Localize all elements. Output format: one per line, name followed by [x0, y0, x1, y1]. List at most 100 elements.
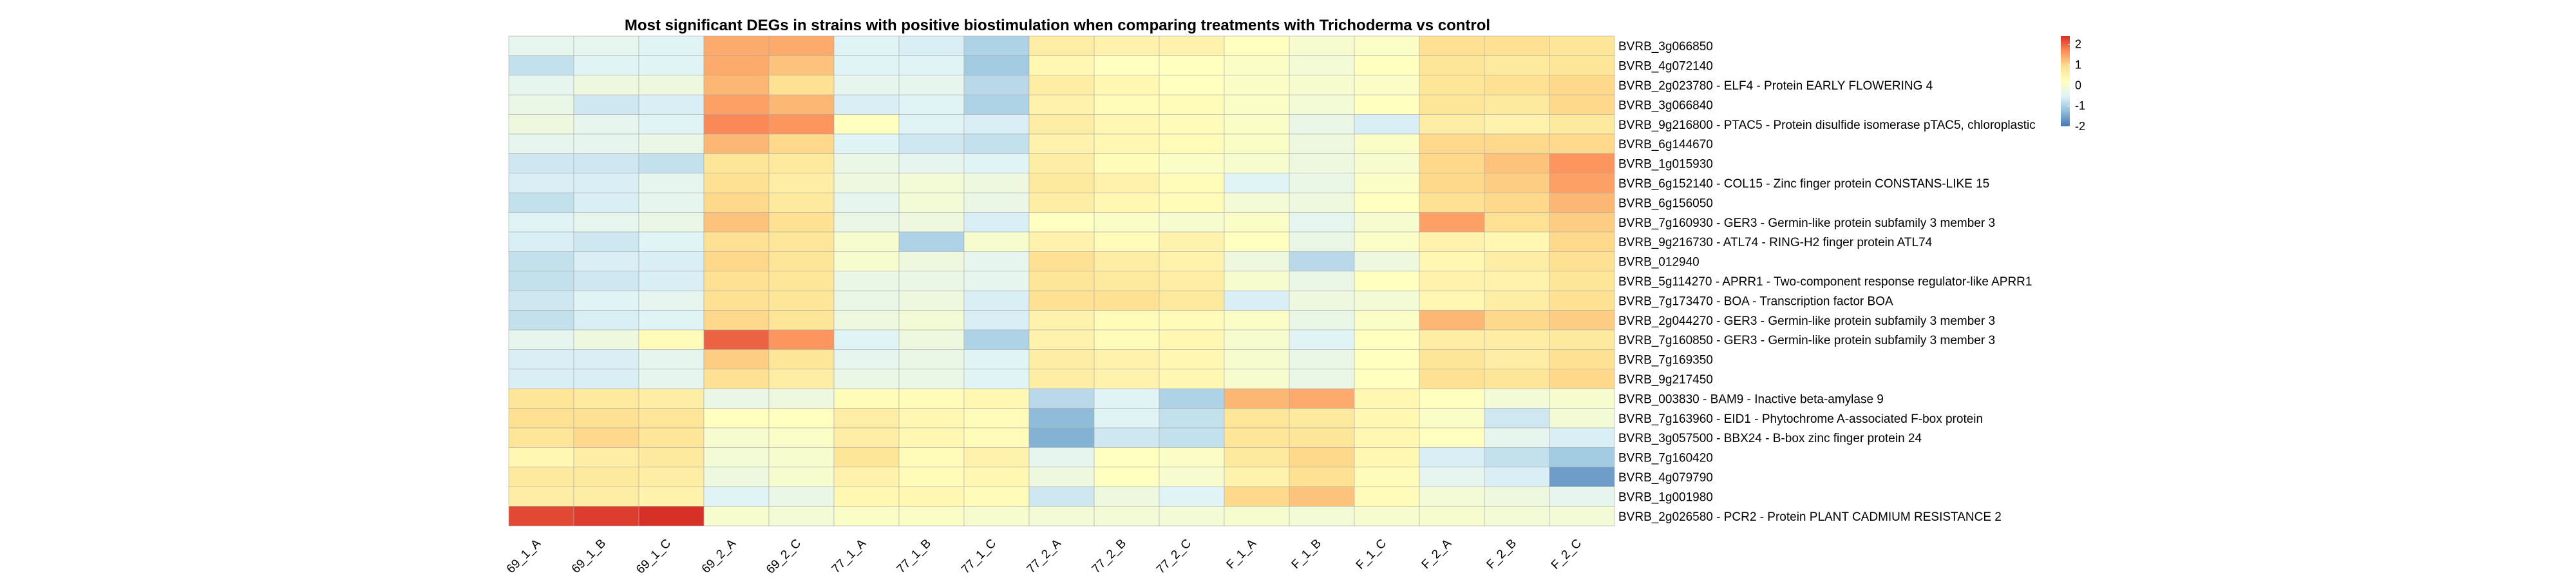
heatmap-cell: [898, 408, 965, 429]
heatmap-cell: [963, 427, 1030, 448]
row-label: BVRB_6g156050: [1618, 197, 1713, 210]
heatmap-cell: [573, 329, 639, 350]
heatmap-cell: [1289, 212, 1355, 233]
heatmap-cell: [638, 467, 705, 487]
heatmap-cell: [1354, 192, 1420, 213]
heatmap-cell: [898, 153, 965, 174]
heatmap-cell: [1094, 55, 1160, 76]
heatmap-cell: [1354, 408, 1420, 429]
heatmap-cell: [898, 310, 965, 331]
heatmap-cell: [1484, 506, 1550, 527]
heatmap-cell: [1289, 369, 1355, 389]
heatmap-cell: [1224, 467, 1290, 487]
heatmap-cell: [1028, 75, 1095, 95]
heatmap-cell: [1094, 94, 1160, 115]
heatmap-cell: [1354, 55, 1420, 76]
heatmap-cell: [1354, 467, 1420, 487]
heatmap-cell: [1094, 173, 1160, 193]
heatmap-cell: [1354, 35, 1420, 56]
heatmap-cell: [1484, 310, 1550, 331]
heatmap-cell: [508, 94, 574, 115]
heatmap-cell: [1224, 506, 1290, 527]
heatmap-cell: [1484, 349, 1550, 370]
heatmap-cell: [963, 486, 1030, 507]
heatmap-cell: [1224, 369, 1290, 389]
heatmap-cell: [963, 388, 1030, 409]
heatmap-cell: [573, 388, 639, 409]
heatmap-cell: [1224, 251, 1290, 272]
heatmap-cell: [1289, 94, 1355, 115]
heatmap-cell: [1549, 114, 1615, 135]
heatmap-cell: [1484, 94, 1550, 115]
heatmap-cell: [508, 55, 574, 76]
heatmap-cell: [1224, 231, 1290, 252]
heatmap-cell: [1549, 310, 1615, 331]
chart-title: Most significant DEGs in strains with po…: [625, 17, 1490, 34]
heatmap-cell: [1028, 427, 1095, 448]
row-label: BVRB_7g160850 - GER3 - Germin-like prote…: [1618, 334, 1995, 347]
heatmap-cell: [768, 427, 835, 448]
heatmap-cell: [1419, 467, 1485, 487]
heatmap-cell: [1224, 329, 1290, 350]
heatmap-cell: [573, 408, 639, 429]
heatmap-cell: [1549, 75, 1615, 95]
heatmap-cell: [1484, 75, 1550, 95]
heatmap-cell: [898, 212, 965, 233]
heatmap-cell: [768, 486, 835, 507]
heatmap-cell: [833, 173, 900, 193]
heatmap-cell: [508, 75, 574, 95]
heatmap-cell: [1549, 290, 1615, 311]
heatmap-cell: [1484, 447, 1550, 468]
row-label: BVRB_7g160930 - GER3 - Germin-like prote…: [1618, 217, 1995, 230]
heatmap-cell: [768, 290, 835, 311]
heatmap-cell: [1354, 388, 1420, 409]
heatmap-cell: [1354, 329, 1420, 350]
heatmap-cell: [898, 251, 965, 272]
heatmap-cell: [1549, 133, 1615, 154]
heatmap-cell: [1094, 212, 1160, 233]
heatmap-cell: [1289, 408, 1355, 429]
column-label: F_1_A: [1224, 536, 1260, 572]
heatmap-cell: [1159, 467, 1225, 487]
heatmap-cell: [508, 310, 574, 331]
heatmap-cell: [1028, 408, 1095, 429]
heatmap-cell: [1419, 427, 1485, 448]
heatmap-cell: [638, 212, 705, 233]
heatmap-cell: [1484, 153, 1550, 174]
heatmap-cell: [1289, 427, 1355, 448]
legend-tick-label: -2: [2075, 120, 2085, 133]
heatmap-cell: [638, 114, 705, 135]
row-label: BVRB_4g079790: [1618, 471, 1713, 485]
heatmap-cell: [768, 369, 835, 389]
heatmap-cell: [1224, 290, 1290, 311]
heatmap-cell: [1289, 251, 1355, 272]
heatmap-cell: [1419, 35, 1485, 56]
heatmap-cell: [1549, 173, 1615, 193]
heatmap-cell: [1549, 447, 1615, 468]
heatmap-cell: [1094, 271, 1160, 291]
heatmap-cell: [898, 486, 965, 507]
row-label: BVRB_6g152140 - COL15 - Zinc finger prot…: [1618, 177, 1989, 191]
heatmap-cell: [1419, 55, 1485, 76]
heatmap-cell: [1224, 271, 1290, 291]
heatmap-cell: [573, 75, 639, 95]
heatmap-cell: [1419, 349, 1485, 370]
heatmap-cell: [1094, 486, 1160, 507]
column-label: 69_2_C: [764, 537, 804, 577]
heatmap-cell: [963, 153, 1030, 174]
heatmap-cell: [1419, 212, 1485, 233]
heatmap-cell: [1549, 231, 1615, 252]
column-label: F_1_C: [1354, 537, 1389, 572]
heatmap-cell: [1224, 55, 1290, 76]
heatmap-cell: [898, 75, 965, 95]
heatmap-cell: [1224, 486, 1290, 507]
color-legend-bar: [2061, 36, 2070, 126]
heatmap-cell: [1159, 290, 1225, 311]
heatmap-cell: [1549, 251, 1615, 272]
heatmap-cell: [833, 133, 900, 154]
heatmap-cell: [963, 329, 1030, 350]
heatmap-cell: [508, 231, 574, 252]
heatmap-cell: [1354, 153, 1420, 174]
row-label: BVRB_003830 - BAM9 - Inactive beta-amyla…: [1618, 392, 1884, 406]
heatmap-cell: [508, 153, 574, 174]
